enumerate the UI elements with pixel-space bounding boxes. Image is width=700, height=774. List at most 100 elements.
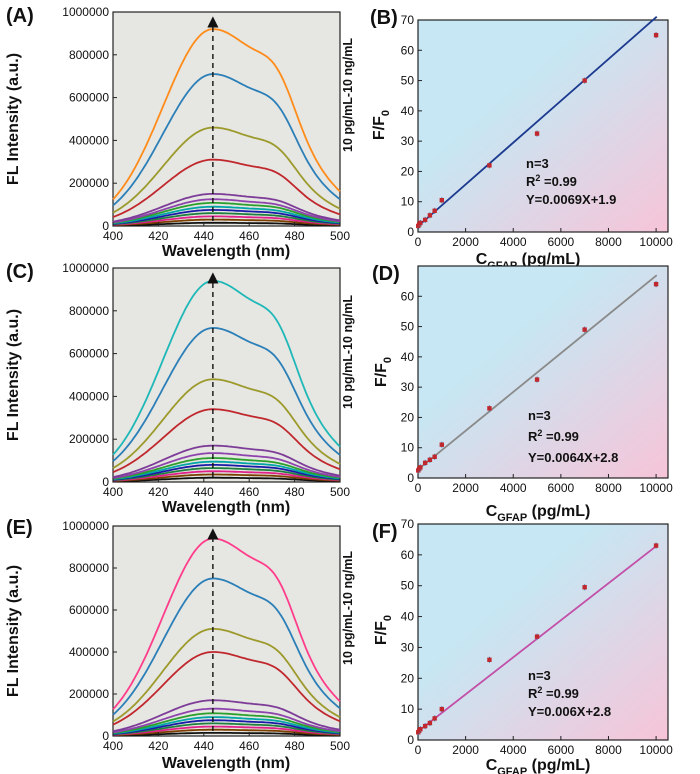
panel-c-spectrum-3 bbox=[112, 470, 341, 482]
panel-e-y-tick-label: 1000000 bbox=[62, 519, 109, 533]
panel-f-y-tick-label: 40 bbox=[401, 610, 415, 624]
panel-a-plot-area bbox=[112, 11, 341, 227]
panel-f-x-tick-label: 6000 bbox=[548, 743, 575, 757]
panel-a-y-tick-label: 1000000 bbox=[62, 5, 109, 19]
panel-c-spectrum-7 bbox=[112, 457, 341, 480]
panel-a-spectrum-12 bbox=[112, 73, 341, 207]
panel-d-data-point bbox=[418, 465, 423, 470]
panel-b-annotation-eq: Y=0.0069X+1.9 bbox=[526, 192, 616, 207]
panel-d-plot-area bbox=[417, 265, 669, 479]
panel-f-data-point bbox=[418, 727, 423, 732]
panel-a-y-label: FL Intensity (a.u.) bbox=[5, 53, 22, 185]
panel-b-plot-area bbox=[417, 19, 669, 233]
panel-b-y-sub: 0 bbox=[380, 110, 392, 116]
panel-a: (A) 10 pg/mL-10 ng/mL 0 200000 400000 60000… bbox=[5, 5, 355, 260]
panel-f-data-point bbox=[439, 706, 445, 712]
panel-a-y-tick-label: 200000 bbox=[69, 176, 109, 190]
panel-b-data-point bbox=[487, 163, 492, 168]
panel-b-data-point bbox=[432, 208, 437, 213]
panel-b-y-label: F/F0 bbox=[371, 110, 392, 140]
panel-c-y-tick-label: 0 bbox=[102, 475, 109, 489]
panel-d-annotation-r2: R2 =0.99 bbox=[528, 428, 579, 444]
panel-f-data-point bbox=[422, 723, 428, 729]
panel-a-x-tick-label: 420 bbox=[148, 229, 168, 243]
panel-d-x-tick-label: 4000 bbox=[500, 481, 527, 495]
panel-d-y-tick-label: 30 bbox=[401, 380, 415, 394]
panel-b-data-point bbox=[422, 217, 428, 223]
panel-a-x-tick-label: 400 bbox=[103, 229, 123, 243]
panel-e-spectrum-8 bbox=[112, 707, 341, 734]
panel-e-y-tick-label: 200000 bbox=[69, 687, 109, 701]
panel-c-spectrum-12 bbox=[112, 326, 341, 462]
panel-c-spectrum-8 bbox=[112, 452, 341, 479]
panel-c-spectrum-11 bbox=[112, 378, 341, 469]
panel-c-y-label: FL Intensity (a.u.) bbox=[5, 309, 22, 441]
panel-f-x-tick-label: 4000 bbox=[500, 743, 527, 757]
panel-c-y-tick-label: 400000 bbox=[69, 389, 109, 403]
panel-f-plot-area bbox=[417, 523, 669, 741]
panel-a-spectrum-6 bbox=[112, 205, 341, 225]
panel-a-y-tick-label: 600000 bbox=[69, 91, 109, 105]
panel-a-spectrum-1 bbox=[112, 221, 340, 227]
panel-f-x-ticks: 0 2000 4000 6000 8000 10000 bbox=[415, 736, 673, 757]
panel-b-y-tick-label: 0 bbox=[407, 225, 414, 239]
panel-b-x-tick-label: 8000 bbox=[595, 235, 622, 249]
panel-d-fit-line bbox=[417, 274, 658, 471]
panel-e-spectrum-11 bbox=[112, 628, 341, 723]
panel-e-x-tick-label: 480 bbox=[285, 739, 305, 753]
panel-a-spectrum-7 bbox=[112, 202, 341, 224]
panel-a-y-tick-label: 400000 bbox=[69, 133, 109, 147]
panel-f-y-label: F/F0 bbox=[373, 615, 394, 645]
panel-d-y-main: F/F bbox=[373, 363, 390, 387]
panel-c-spectrum-4 bbox=[112, 467, 341, 481]
panel-c-spectrum-5 bbox=[112, 464, 341, 481]
panel-d-label: (D) bbox=[372, 263, 400, 285]
panel-c-spectrum-6 bbox=[112, 460, 341, 481]
panel-c-x-label: Wavelength (nm) bbox=[162, 499, 290, 516]
panel-d-y-tick-label: 0 bbox=[407, 471, 414, 485]
panel-b-y-ticks: 0 10 20 30 40 50 60 70 bbox=[401, 13, 422, 239]
panel-a-x-tick-label: 460 bbox=[239, 229, 259, 243]
panel-e-curves bbox=[112, 537, 341, 737]
panel-b-y-tick-label: 20 bbox=[401, 164, 415, 178]
panel-c-curves bbox=[112, 279, 341, 483]
panel-f-x-tick-label: 8000 bbox=[595, 743, 622, 757]
panel-e-spectrum-1 bbox=[112, 732, 340, 737]
panel-d-x-main: C bbox=[486, 503, 498, 520]
panel-f-label: (F) bbox=[372, 521, 398, 543]
panel-a-y-tick-label: 800000 bbox=[69, 48, 109, 62]
panel-f-data-point bbox=[427, 720, 433, 726]
panel-a-arrow-label: 10 pg/mL-10 ng/mL bbox=[341, 38, 355, 152]
panel-b-x-ticks: 0 2000 4000 6000 8000 10000 bbox=[415, 228, 673, 249]
panel-d-data-point bbox=[487, 406, 492, 411]
panel-e-spectrum-13 bbox=[112, 537, 341, 710]
panel-c-y-tick-label: 600000 bbox=[69, 347, 109, 361]
panel-f-y-tick-label: 60 bbox=[401, 548, 415, 562]
panel-e-y-tick-label: 0 bbox=[102, 729, 109, 743]
panel-f-x-tick-label: 0 bbox=[415, 743, 422, 757]
panel-b-r-val: =0.99 bbox=[540, 174, 577, 189]
panel-d-annotation-eq: Y=0.0064X+2.8 bbox=[528, 450, 618, 465]
panel-b-label: (B) bbox=[370, 7, 398, 29]
panel-d-y-tick-label: 20 bbox=[401, 410, 415, 424]
panel-c: (C) 10 pg/mL-10 ng/mL 0 200000 400000 60000… bbox=[5, 261, 355, 516]
panel-b-x-unit: (pg/mL) bbox=[517, 251, 580, 268]
panel-a-spectrum-2 bbox=[112, 218, 341, 226]
panel-e-x-ticks: 400 420 440 460 480 500 bbox=[103, 732, 350, 753]
panel-a-spectrum-3 bbox=[112, 215, 341, 226]
panel-d-r-main: R bbox=[528, 429, 538, 444]
panel-b-data-point bbox=[439, 198, 445, 203]
panel-b-y-tick-label: 30 bbox=[401, 134, 415, 148]
panel-d-data-point bbox=[534, 377, 540, 382]
panel-d-x-label: CGFAP (pg/mL) bbox=[486, 503, 591, 524]
panel-c-spectrum-2 bbox=[112, 473, 341, 482]
panel-f-y-ticks: 0 10 20 30 40 50 60 70 bbox=[401, 517, 422, 747]
panel-e-x-tick-label: 440 bbox=[194, 739, 214, 753]
panel-b-annotation-n: n=3 bbox=[526, 156, 549, 171]
panel-a-spectrum-13 bbox=[112, 28, 341, 200]
panel-f-data-point bbox=[534, 634, 540, 639]
panel-b-y-main: F/F bbox=[371, 116, 388, 140]
panel-c-x-tick-label: 440 bbox=[194, 485, 214, 499]
panel-f-data-point bbox=[432, 716, 437, 721]
